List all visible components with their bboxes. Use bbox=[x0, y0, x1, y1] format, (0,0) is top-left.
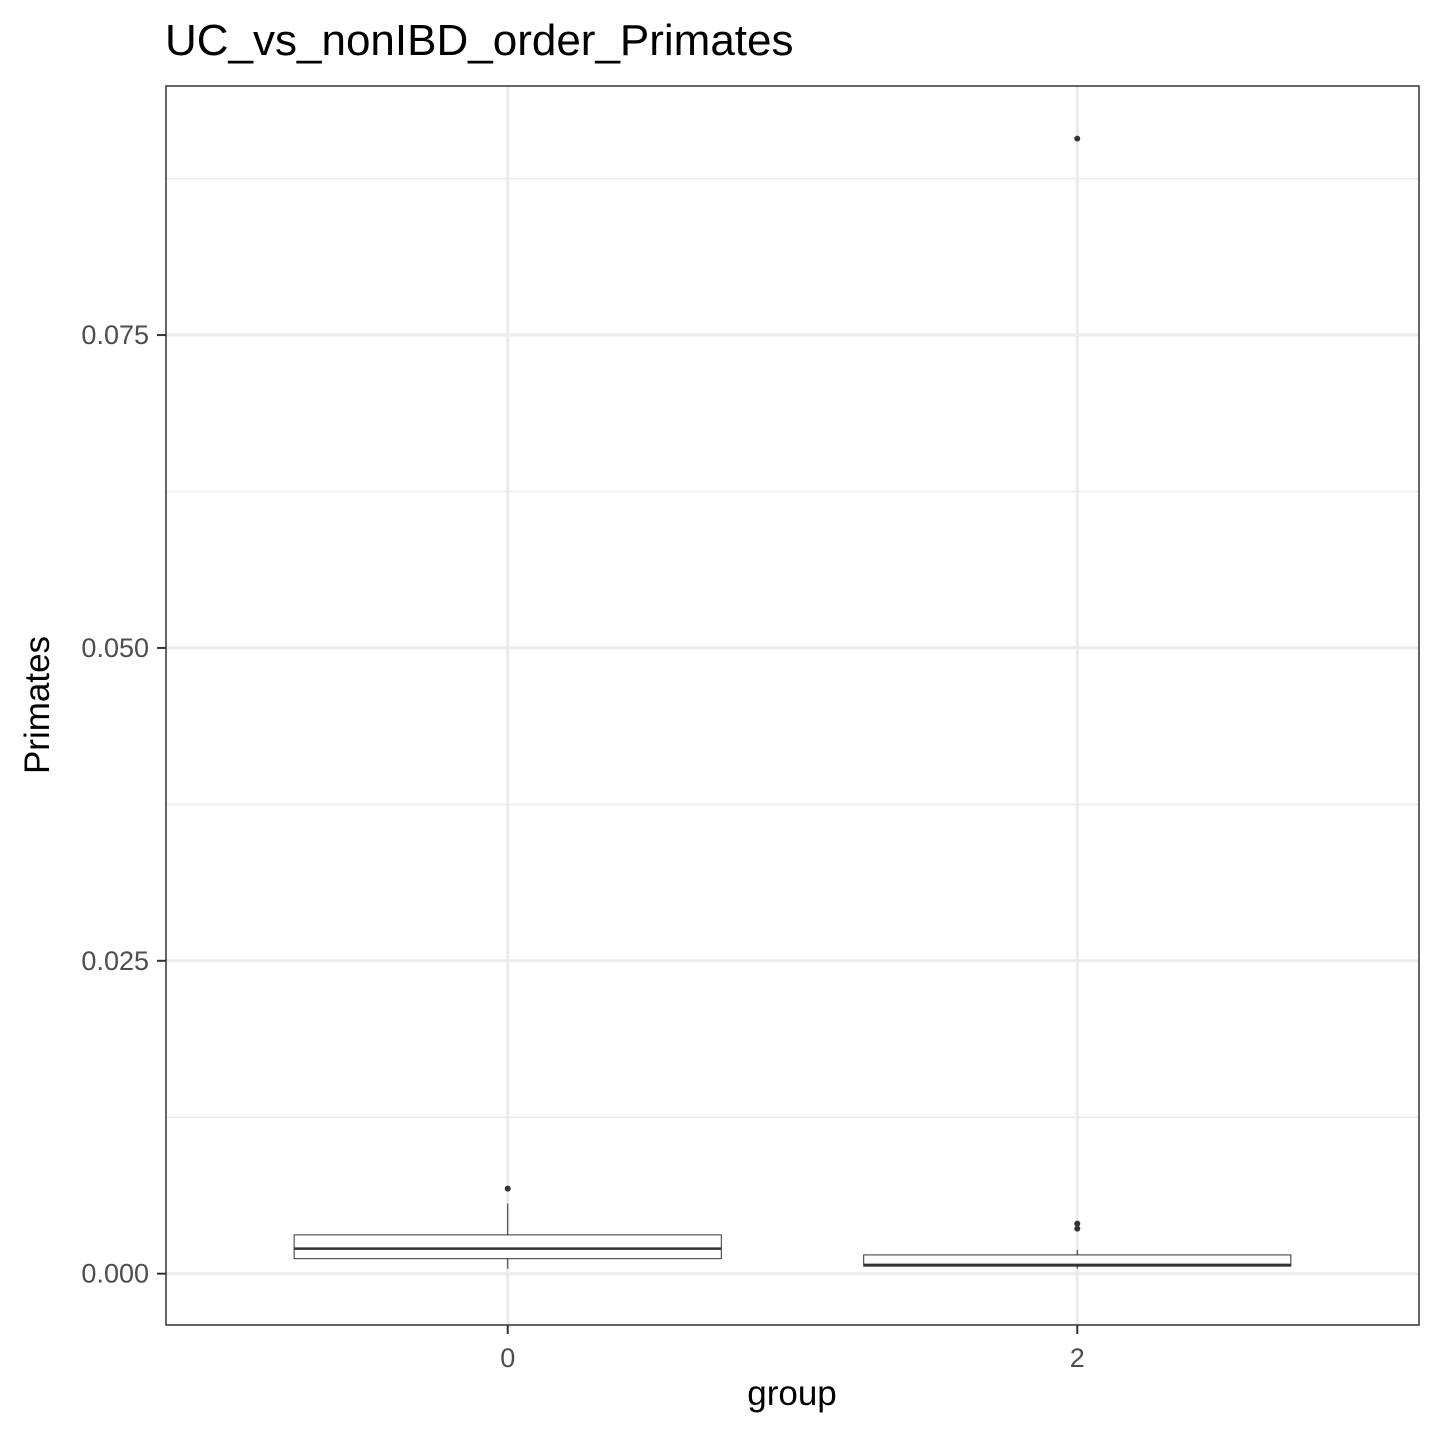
outlier-point bbox=[504, 1185, 511, 1192]
box-group-2 bbox=[863, 135, 1292, 1269]
y-tick-label: 0.000 bbox=[81, 1259, 149, 1289]
box bbox=[863, 1254, 1292, 1267]
plot-marks bbox=[293, 135, 1292, 1269]
y-axis-title: Primates bbox=[18, 636, 57, 774]
y-axis: 0.000 0.025 0.050 0.075 bbox=[81, 320, 166, 1289]
x-tick-label: 2 bbox=[1070, 1343, 1085, 1373]
y-tick-label: 0.050 bbox=[81, 633, 149, 663]
chart-title: UC_vs_nonIBD_order_Primates bbox=[165, 16, 794, 65]
x-tick-label: 0 bbox=[500, 1343, 515, 1373]
box bbox=[293, 1234, 722, 1260]
outlier-point bbox=[1074, 1220, 1081, 1227]
box-group-0 bbox=[293, 1185, 722, 1269]
x-axis-title: group bbox=[747, 1374, 837, 1413]
outlier-point bbox=[1074, 135, 1081, 142]
y-tick-label: 0.025 bbox=[81, 946, 149, 976]
panel-border bbox=[165, 85, 1420, 1326]
y-tick-label: 0.075 bbox=[81, 320, 149, 350]
grid bbox=[166, 86, 1419, 1325]
outlier-point bbox=[1074, 1225, 1081, 1232]
